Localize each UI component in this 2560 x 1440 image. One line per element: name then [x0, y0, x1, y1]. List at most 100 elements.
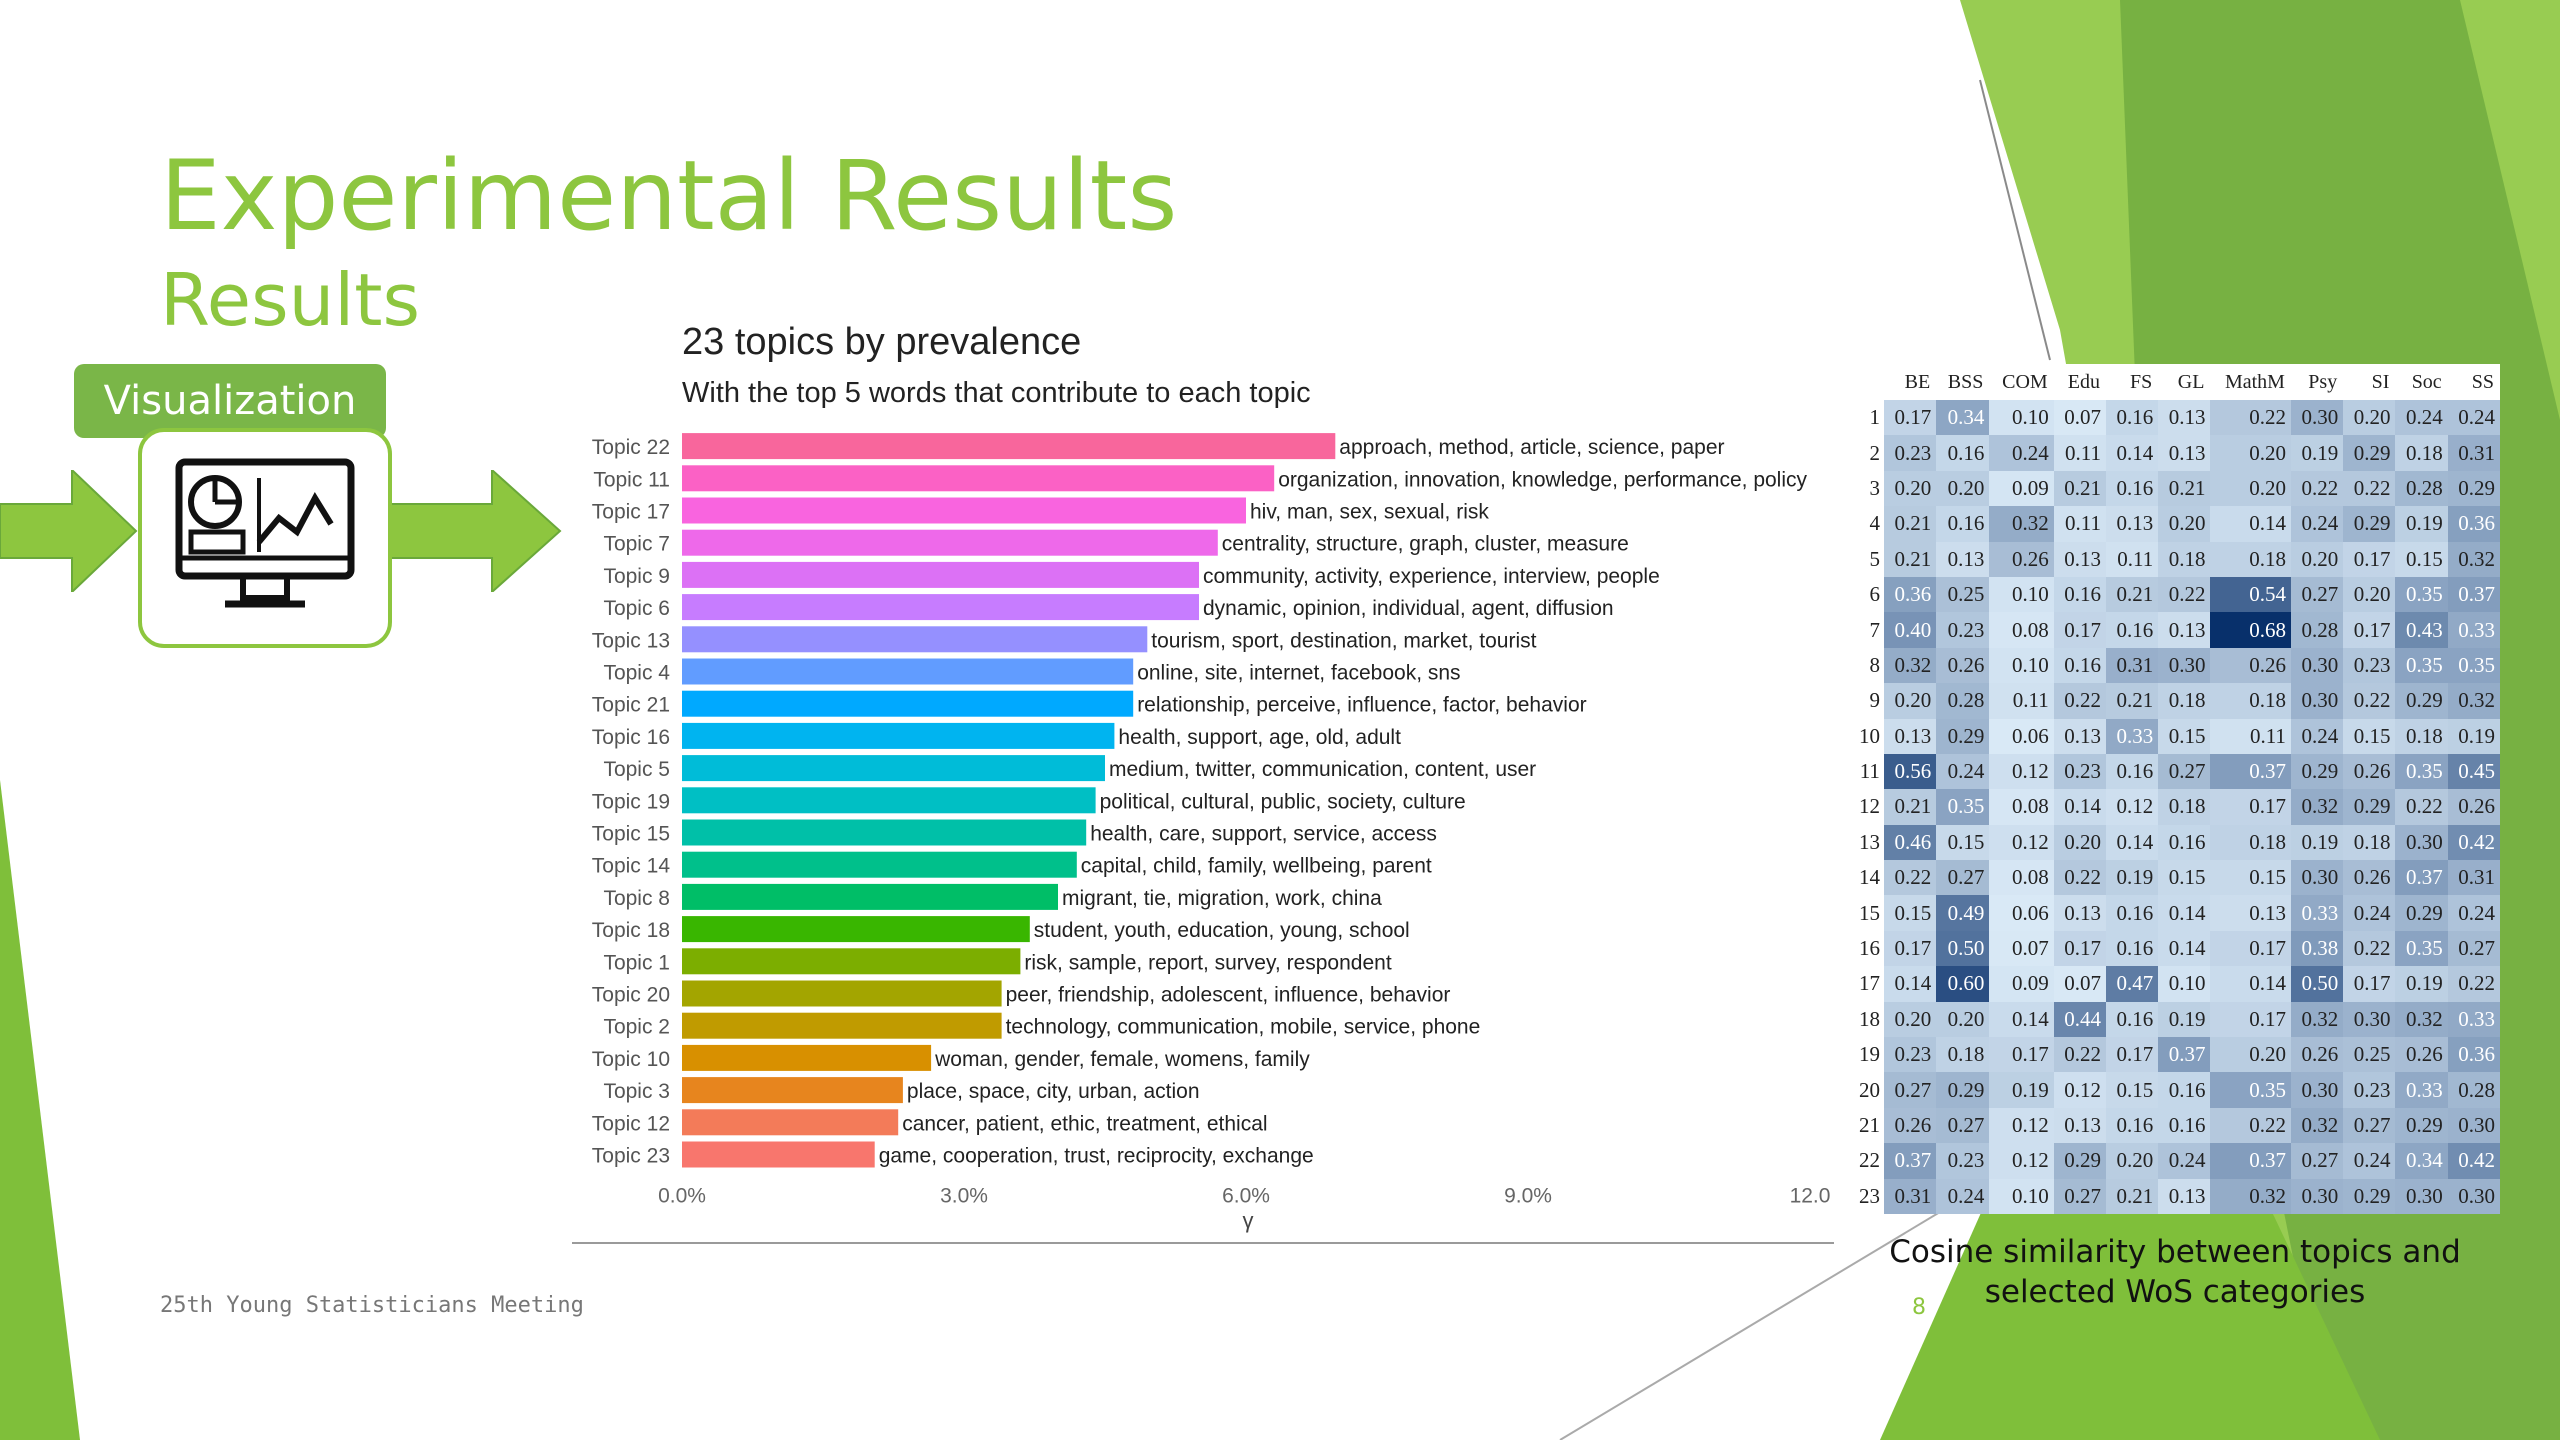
green-shape-corner [1880, 1060, 2380, 1440]
table-cell: 0.26 [1989, 541, 2054, 577]
bar-group: Topic 17 hiv, man, sex, sexual, risk [592, 497, 1489, 524]
decor-line-1 [1979, 79, 2051, 361]
table-row: 21 0.26 0.27 0.12 0.13 0.16 0.16 0.22 0.32 0.27 0.… [1856, 1107, 2500, 1144]
table-cell: 0.17 [1883, 400, 1937, 436]
bar-words-label: migrant, tie, migration, work, china [1062, 887, 1382, 910]
bar [682, 690, 1134, 717]
page-number: 8 [1912, 1295, 1926, 1320]
table-cell: 0.26 [2343, 753, 2396, 790]
table-cell: 0.36 [2447, 1037, 2500, 1073]
table-cell: 0.19 [2158, 1001, 2211, 1038]
table-cell: 0.13 [2105, 506, 2159, 542]
table-cell: 0.18 [2210, 541, 2291, 577]
table-cell: 0.17 [2343, 966, 2396, 1002]
table-cell: 0.12 [2053, 1072, 2106, 1108]
table-row: 19 0.23 0.18 0.17 0.22 0.17 0.37 0.20 0.26 0.25 0.… [1856, 1037, 2500, 1073]
table-cell: 0.31 [1883, 1178, 1937, 1214]
bar-topic-label: Topic 13 [592, 629, 670, 652]
table-cell: 0.37 [2447, 576, 2500, 613]
table-cell: 0.24 [2290, 506, 2344, 542]
table-cell: 0.34 [1936, 400, 1990, 436]
table-cell: 0.54 [2210, 576, 2291, 613]
table-cell: 0.32 [2290, 1001, 2344, 1038]
row-index: 11 [1859, 759, 1880, 784]
row-index: 22 [1858, 1148, 1880, 1173]
table-row: 6 0.36 0.25 0.10 0.16 0.21 0.22 0.54 0.27 0.20 0.3… [1856, 576, 2500, 613]
slide-subtitle: Results [160, 258, 420, 342]
table-cell: 0.20 [1883, 1001, 1937, 1038]
table-cell: 0.44 [2053, 1001, 2106, 1038]
table-cell: 0.30 [2395, 824, 2448, 861]
bar-group: Topic 15 health, care, support, service, … [592, 819, 1437, 846]
table-cell: 0.27 [1936, 860, 1990, 896]
bar [682, 787, 1096, 814]
table-row: 9 0.20 0.28 0.11 0.22 0.21 0.18 0.18 0.30 0.22 0.2… [1856, 683, 2500, 719]
table-cell: 0.12 [2105, 789, 2159, 825]
bar-group: Topic 8 migrant, tie, migration, work, ch… [603, 883, 1382, 910]
table-cell: 0.30 [2395, 1178, 2448, 1214]
table-cell: 0.14 [1883, 966, 1937, 1002]
table-cell: 0.17 [2210, 1001, 2291, 1038]
table-cell: 0.22 [2210, 1107, 2291, 1144]
row-index: 13 [1858, 829, 1880, 854]
table-cell: 0.12 [1989, 824, 2054, 861]
bar-words-label: hiv, man, sex, sexual, risk [1250, 501, 1489, 524]
table-cell: 0.22 [2158, 576, 2211, 613]
column-header: BE [1904, 370, 1931, 393]
bar-words-label: capital, child, family, wellbeing, paren… [1081, 855, 1432, 878]
bar [682, 722, 1115, 749]
bar [682, 755, 1105, 782]
table-row: 7 0.40 0.23 0.08 0.17 0.16 0.13 0.68 0.28 0.17 0.4… [1856, 612, 2500, 648]
bar [682, 1044, 932, 1071]
bar-topic-label: Topic 7 [603, 533, 670, 556]
row-index: 10 [1858, 723, 1880, 748]
bar-words-label: technology, communication, mobile, servi… [1006, 1016, 1481, 1039]
table-cell: 0.35 [2395, 576, 2448, 613]
table-cell: 0.47 [2105, 966, 2159, 1002]
table-cell: 0.19 [2395, 506, 2448, 542]
row-index: 15 [1858, 900, 1880, 925]
bar-topic-label: Topic 10 [592, 1048, 670, 1071]
table-cell: 0.31 [2447, 860, 2500, 896]
bar [682, 561, 1199, 588]
table-cell: 0.42 [2447, 1143, 2500, 1179]
row-index: 5 [1869, 546, 1880, 571]
bar-group: Topic 1 risk, sample, report, survey, res… [603, 948, 1392, 975]
table-cell: 0.24 [2447, 895, 2500, 931]
table-cell: 0.30 [2447, 1178, 2500, 1214]
table-cell: 0.30 [2343, 1001, 2396, 1038]
table-cell: 0.13 [2053, 1107, 2106, 1144]
table-cell: 0.37 [2210, 1143, 2291, 1179]
table-cell: 0.16 [2105, 753, 2159, 790]
green-shape-left [0, 780, 80, 1440]
bar-topic-label: Topic 20 [592, 984, 670, 1007]
table-cell: 0.22 [2210, 400, 2291, 436]
table-cell: 0.14 [2158, 930, 2211, 967]
table-cell: 0.08 [1989, 860, 2054, 896]
table-cell: 0.14 [2210, 966, 2291, 1002]
table-cell: 0.29 [2343, 506, 2396, 542]
table-cell: 0.17 [2053, 930, 2106, 967]
table-cell: 0.32 [1989, 506, 2054, 542]
table-row: 10 0.13 0.29 0.06 0.13 0.33 0.15 0.11 0.24 0.15 0.… [1856, 718, 2500, 754]
table-cell: 0.16 [2105, 1001, 2159, 1038]
row-index: 20 [1858, 1077, 1880, 1102]
table-cell: 0.18 [2158, 541, 2211, 577]
table-cell: 0.15 [2395, 541, 2448, 577]
table-cell: 0.30 [2290, 647, 2344, 684]
table-cell: 0.13 [2158, 400, 2211, 436]
table-cell: 0.24 [1989, 435, 2054, 471]
table-cell: 0.24 [1936, 1178, 1990, 1214]
table-cell: 0.17 [2210, 930, 2291, 967]
table-cell: 0.29 [2053, 1143, 2106, 1179]
table-cell: 0.30 [2290, 1072, 2344, 1108]
table-cell: 0.26 [2447, 789, 2500, 825]
table-cell: 0.18 [2158, 683, 2211, 719]
table-row: 23 0.31 0.24 0.10 0.27 0.21 0.13 0.32 0.30 0.29 0.… [1856, 1178, 2500, 1214]
table-cell: 0.09 [1989, 470, 2054, 507]
table-cell: 0.18 [2210, 824, 2291, 861]
table-cell: 0.25 [2343, 1037, 2396, 1073]
table-cell: 0.13 [2053, 895, 2106, 931]
table-cell: 0.18 [2343, 824, 2396, 861]
bar-words-label: centrality, structure, graph, cluster, m… [1222, 533, 1629, 556]
